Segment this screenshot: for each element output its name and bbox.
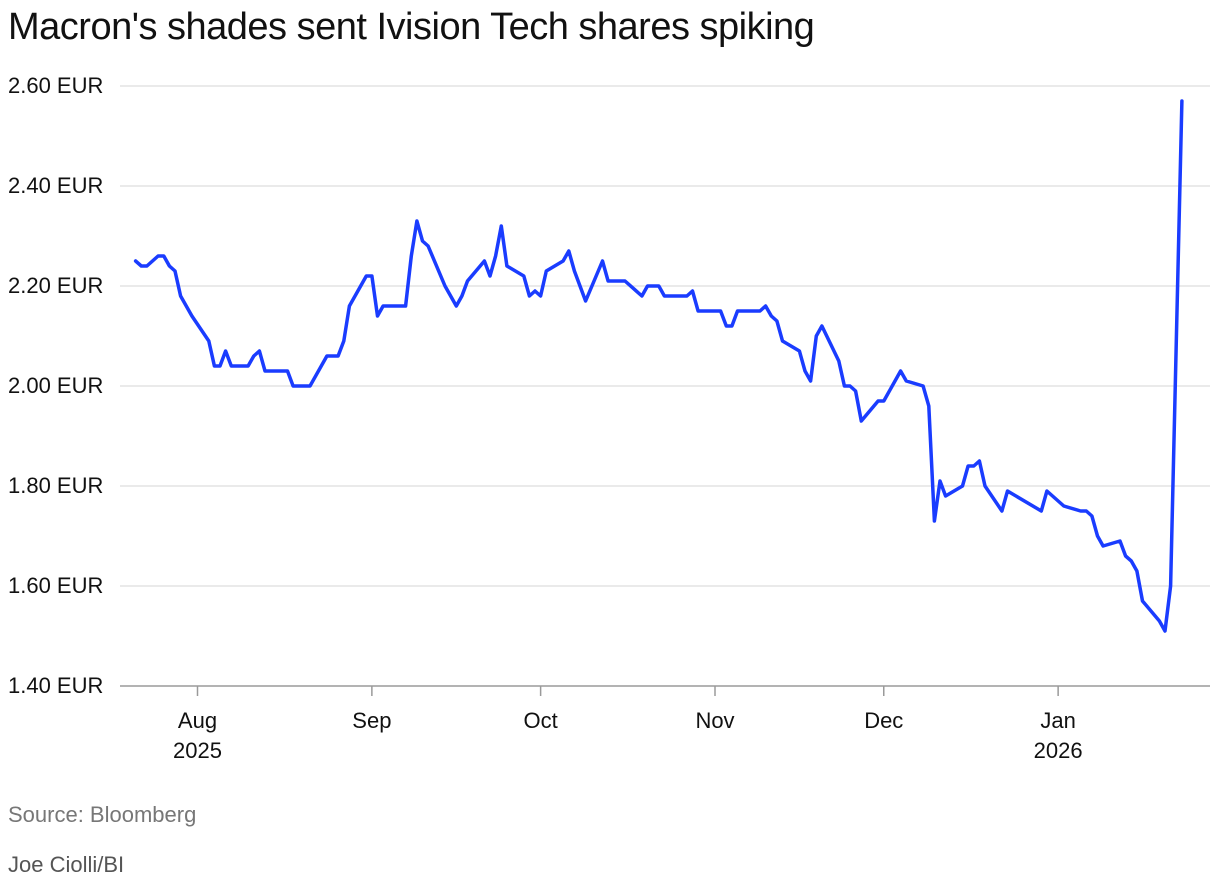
y-axis-labels: 1.40 EUR 1.60 EUR 1.80 EUR 2.00 EUR 2.20 EUR… (8, 73, 103, 698)
y-tick-label: 1.80 EUR (8, 473, 103, 498)
x-tick-year-label: 2026 (1034, 738, 1083, 763)
x-tick-label: Oct (524, 708, 558, 733)
y-tick-label: 2.00 EUR (8, 373, 103, 398)
x-tick-label: Aug (178, 708, 217, 733)
x-tick-label: Sep (352, 708, 391, 733)
gridlines (120, 85, 1210, 687)
series-group (133, 99, 1184, 633)
y-tick-label: 2.20 EUR (8, 273, 103, 298)
x-tick-label: Jan (1040, 708, 1075, 733)
line-chart: 1.40 EUR 1.60 EUR 1.80 EUR 2.00 EUR 2.20 EUR… (8, 73, 1210, 763)
x-tick-label: Dec (864, 708, 903, 733)
series-line (133, 99, 1184, 633)
source-note: Source: Bloomberg (8, 802, 197, 827)
x-axis: Aug 2025 Sep Oct Nov Dec Jan 2026 (173, 686, 1083, 763)
y-tick-label: 2.40 EUR (8, 173, 103, 198)
y-tick-label: 1.40 EUR (8, 673, 103, 698)
x-tick-label: Nov (695, 708, 734, 733)
y-tick-label: 1.60 EUR (8, 573, 103, 598)
author-credit: Joe Ciolli/BI (8, 852, 125, 877)
y-tick-label: 2.60 EUR (8, 73, 103, 98)
chart-title: Macron's shades sent Ivision Tech shares… (8, 6, 815, 48)
x-tick-year-label: 2025 (173, 738, 222, 763)
